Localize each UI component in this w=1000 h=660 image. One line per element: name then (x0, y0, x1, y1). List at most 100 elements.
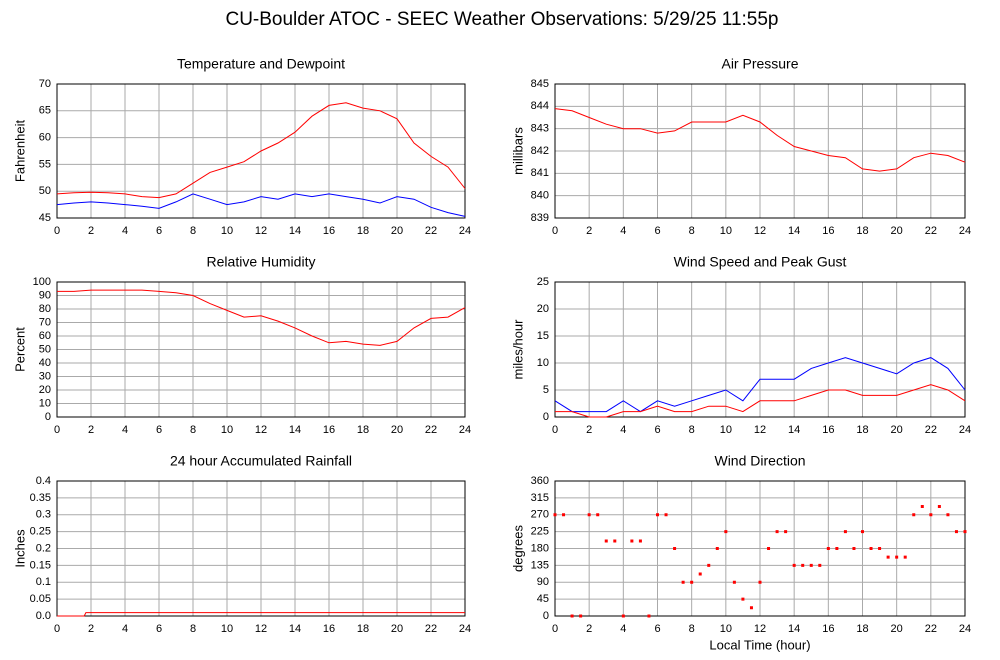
data-point (767, 547, 771, 550)
y-tick-label: 844 (531, 100, 549, 112)
x-tick-label: 24 (959, 424, 971, 436)
x-tick-label: 8 (190, 225, 196, 237)
data-point (878, 547, 882, 550)
y-tick-label: 0.05 (30, 593, 51, 605)
x-tick-label: 0 (552, 623, 558, 635)
data-point (886, 555, 890, 559)
x-tick-label: 24 (459, 623, 471, 635)
y-tick-label: 60 (39, 330, 51, 342)
data-point (929, 513, 933, 517)
y-tick-label: 45 (39, 212, 51, 224)
plot-frame (554, 281, 966, 418)
y-tick-label: 10 (537, 357, 549, 369)
data-point (749, 606, 753, 610)
x-tick-label: 8 (190, 623, 196, 635)
y-tick-label: 135 (531, 559, 549, 571)
y-axis-label: Percent (12, 327, 27, 372)
data-point (826, 547, 830, 550)
x-tick-label: 18 (357, 623, 369, 635)
chart-title: Wind Direction (714, 453, 805, 469)
x-tick-label: 8 (190, 424, 196, 436)
x-tick-label: 18 (357, 225, 369, 237)
x-tick-label: 24 (459, 424, 471, 436)
x-tick-label: 24 (959, 225, 971, 237)
y-tick-label: 90 (537, 576, 549, 588)
data-point (638, 539, 642, 543)
x-tick-label: 22 (925, 225, 937, 237)
data-point (775, 530, 779, 534)
x-tick-label: 10 (720, 225, 732, 237)
data-point (852, 547, 856, 550)
x-tick-label: 4 (620, 225, 626, 237)
x-tick-label: 2 (586, 623, 592, 635)
x-tick-label: 18 (856, 424, 868, 436)
y-axis-label: Fahrenheit (12, 120, 27, 183)
y-tick-label: 839 (531, 212, 549, 224)
x-tick-label: 20 (891, 424, 903, 436)
y-tick-label: 0.25 (30, 526, 51, 538)
data-point (903, 555, 907, 559)
y-tick-label: 0.15 (30, 559, 51, 571)
x-tick-label: 2 (88, 424, 94, 436)
y-tick-label: 50 (39, 343, 51, 355)
x-tick-label: 16 (323, 225, 335, 237)
y-tick-label: 5 (543, 384, 549, 396)
x-tick-label: 18 (856, 623, 868, 635)
x-tick-label: 8 (689, 623, 695, 635)
x-tick-label: 12 (754, 424, 766, 436)
data-point (579, 614, 583, 618)
x-tick-label: 24 (459, 225, 471, 237)
data-point (613, 539, 617, 543)
data-line (554, 357, 966, 413)
y-tick-label: 100 (33, 276, 51, 288)
y-tick-label: 70 (39, 316, 51, 328)
y-tick-label: 0.1 (36, 576, 51, 588)
data-point (818, 563, 822, 567)
data-point (707, 563, 711, 567)
chart-title: Temperature and Dewpoint (177, 56, 345, 72)
y-tick-label: 180 (531, 542, 549, 554)
data-line (57, 612, 465, 617)
x-tick-label: 12 (255, 225, 267, 237)
x-tick-label: 4 (620, 424, 626, 436)
data-point (570, 614, 574, 618)
x-tick-label: 2 (586, 424, 592, 436)
x-tick-label: 4 (122, 623, 128, 635)
y-tick-label: 315 (531, 492, 549, 504)
y-tick-label: 840 (531, 190, 549, 202)
x-tick-label: 0 (54, 225, 60, 237)
chart-title: Relative Humidity (207, 254, 316, 270)
y-axis-label: Inches (12, 529, 27, 568)
x-tick-label: 20 (891, 623, 903, 635)
y-tick-label: 25 (537, 276, 549, 288)
y-tick-label: 843 (531, 123, 549, 135)
y-tick-label: 845 (531, 78, 549, 90)
x-tick-label: 24 (959, 623, 971, 635)
x-tick-label: 4 (122, 225, 128, 237)
plot-frame (56, 281, 466, 418)
y-tick-label: 841 (531, 167, 549, 179)
data-point (647, 614, 651, 618)
y-tick-label: 0.2 (36, 542, 51, 554)
x-tick-label: 8 (689, 424, 695, 436)
y-tick-label: 65 (39, 105, 51, 117)
x-tick-label: 14 (289, 623, 301, 635)
data-line (57, 289, 466, 346)
x-tick-label: 22 (925, 623, 937, 635)
x-tick-label: 10 (221, 623, 233, 635)
y-tick-label: 0.4 (36, 475, 51, 487)
data-point (681, 580, 685, 584)
data-point (673, 547, 677, 550)
x-tick-label: 14 (788, 225, 800, 237)
data-point (690, 580, 694, 584)
plot-frame (554, 480, 966, 617)
x-tick-label: 14 (289, 424, 301, 436)
y-tick-label: 225 (531, 526, 549, 538)
y-tick-label: 0.35 (30, 492, 51, 504)
x-tick-label: 2 (88, 225, 94, 237)
x-tick-label: 6 (156, 225, 162, 237)
y-tick-label: 360 (531, 475, 549, 487)
data-point (954, 530, 958, 534)
x-tick-label: 14 (788, 424, 800, 436)
x-tick-label: 16 (822, 623, 834, 635)
